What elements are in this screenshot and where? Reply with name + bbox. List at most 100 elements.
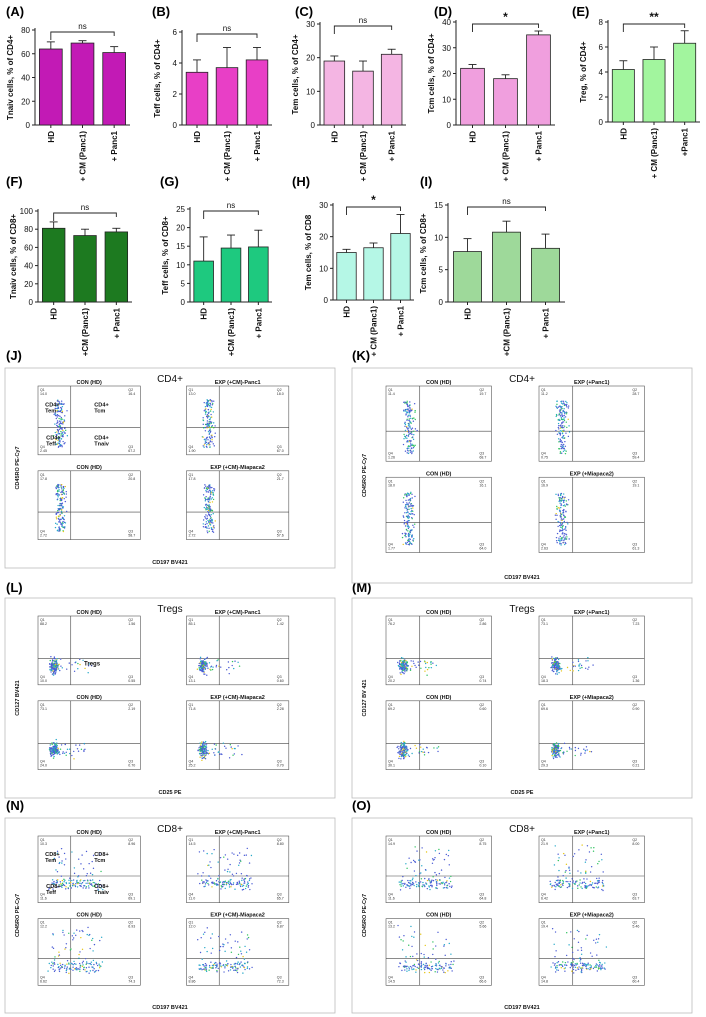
flow-event (403, 433, 405, 436)
flow-event (57, 407, 60, 409)
flow-event (87, 885, 90, 887)
flow-event (219, 856, 222, 859)
flow-event (227, 970, 230, 972)
flow-event (210, 937, 212, 939)
flow-event (563, 504, 566, 506)
flow-event (58, 440, 60, 442)
quadrant-stat: Q1 69.2 (388, 703, 395, 711)
flow-event (407, 543, 409, 546)
flow-event (56, 750, 58, 753)
flow-event (565, 432, 567, 434)
flow-event (575, 881, 577, 883)
flow-event (77, 662, 79, 665)
flow-event (49, 887, 51, 889)
flow-event (566, 536, 568, 538)
flow-event (563, 443, 565, 446)
flow-event (208, 487, 211, 489)
flow-event (75, 934, 77, 937)
flow-event (59, 425, 62, 428)
flow-event (222, 882, 224, 884)
flow-event (564, 871, 566, 873)
flow-event (420, 964, 423, 966)
flow-event (52, 670, 54, 672)
flow-event (439, 883, 441, 885)
flow-event (60, 483, 63, 486)
flow-event (82, 964, 84, 966)
flow-event (216, 971, 218, 973)
flow-event (205, 506, 208, 508)
flow-event (407, 881, 410, 884)
flow-event (224, 967, 226, 969)
flow-event (404, 663, 406, 665)
bar (390, 233, 411, 301)
flow-event (54, 423, 56, 425)
flow-event (236, 968, 238, 970)
flow-event (204, 413, 207, 415)
flow-event (589, 966, 591, 969)
flow-event (77, 750, 80, 752)
flow-event (595, 966, 598, 968)
flow-event (60, 422, 63, 425)
flow-plot-frame (186, 615, 290, 686)
flow-event (419, 660, 422, 663)
flow-event (86, 933, 88, 936)
flow-event (238, 852, 241, 854)
flow-event (85, 882, 87, 884)
flow-event (82, 960, 84, 963)
flow-event (561, 412, 563, 414)
flow-event (403, 664, 405, 666)
flow-plot-frame (538, 835, 645, 903)
quadrant-stat: Q2 2.86 (479, 618, 486, 626)
flow-event (586, 878, 588, 880)
flow-event (66, 410, 68, 412)
flow-event (427, 751, 430, 754)
flow-event (571, 946, 573, 949)
flow-event (240, 950, 242, 952)
flow-event (53, 752, 56, 755)
flow-event (212, 967, 214, 970)
flow-event (567, 880, 569, 883)
flow-event (573, 853, 576, 855)
quadrant-stat: Q3 64.8 (479, 893, 486, 901)
flow-event (58, 884, 60, 886)
quadrant-stat: Q1 14.9 (388, 838, 395, 846)
flow-event (211, 530, 214, 533)
flow-event (65, 858, 67, 860)
flow-event (564, 452, 567, 455)
flow-event (205, 415, 208, 418)
flow-event (452, 963, 454, 966)
flow-event (420, 746, 422, 748)
flow-event (408, 506, 410, 508)
flow-event (423, 751, 426, 753)
flow-event (212, 882, 214, 885)
significance-label: ns (81, 203, 89, 212)
flow-event (564, 440, 566, 443)
flow-event (559, 535, 561, 538)
flow-event (214, 754, 216, 756)
flow-event (203, 850, 205, 852)
flow-event (91, 873, 94, 876)
flow-event (406, 408, 408, 411)
flow-event (225, 881, 228, 884)
flow-event (54, 669, 57, 672)
flow-event (400, 673, 402, 676)
flow-event (560, 503, 563, 505)
flow-event (413, 513, 415, 516)
flow-event (82, 968, 85, 971)
significance-bracket (53, 212, 117, 221)
quadrant-stat: Q2 2.19 (128, 703, 135, 711)
quadrant-stat: Q4 1.90 (189, 445, 196, 453)
flow-event (564, 413, 566, 415)
flow-event (598, 881, 601, 883)
flow-event (201, 744, 204, 746)
flow-event (557, 746, 559, 749)
flow-event (210, 493, 212, 496)
flow-event (416, 429, 418, 432)
quadrant-stat: Q3 0.60 (277, 675, 284, 683)
flow-event (556, 667, 559, 670)
flow-event (100, 887, 102, 889)
bar (104, 231, 129, 303)
panel-label-c: (C) (295, 4, 313, 19)
flow-event (444, 954, 446, 957)
flow-event (564, 445, 567, 447)
